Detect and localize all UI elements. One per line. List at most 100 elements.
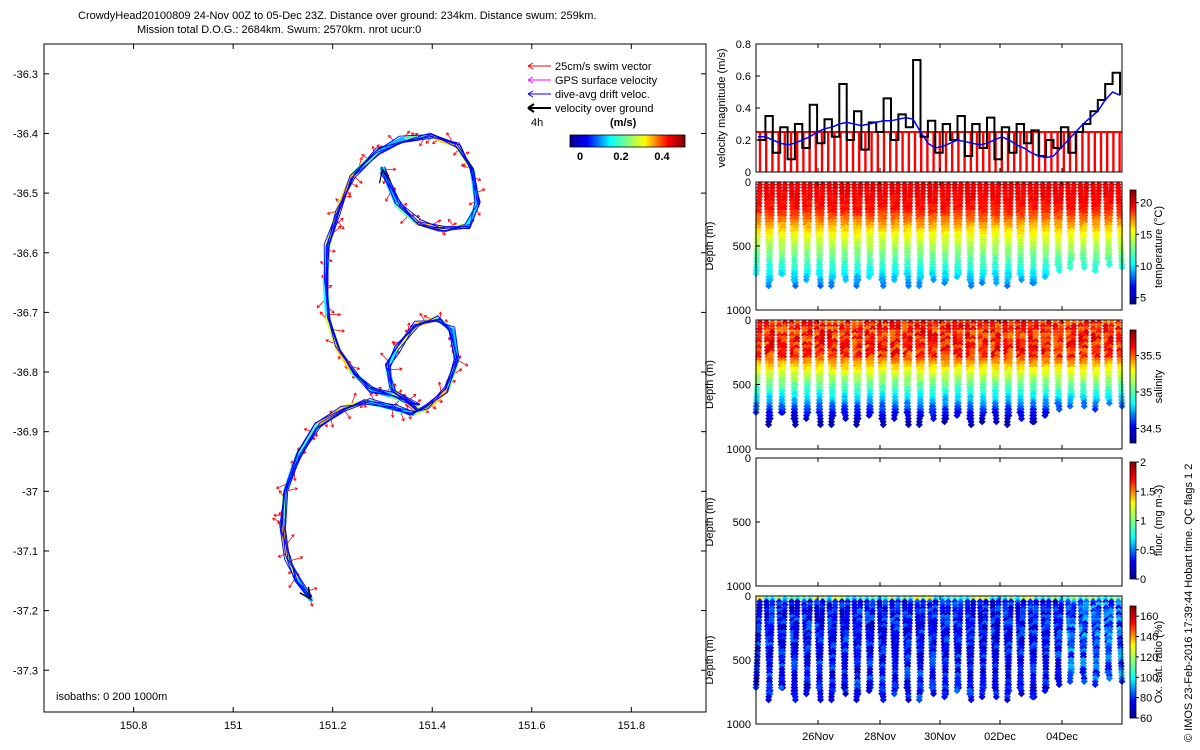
depth-ytick-label: 0 [745, 177, 751, 189]
velocity-series-black [758, 59, 1121, 161]
profile-sample [827, 282, 835, 290]
map-ytick-label: -37.3 [13, 665, 38, 677]
swim-vector-head [331, 310, 335, 314]
swim-vector-head [275, 485, 280, 489]
drift-velocity-strand [279, 137, 480, 598]
profile-sample [1003, 282, 1011, 290]
swim-vector-head [291, 533, 295, 538]
colorbar-tick-label: 0 [1140, 574, 1146, 586]
map-ytick-label: -37 [22, 486, 38, 498]
swim-vector-head [272, 517, 276, 521]
colorbar [1129, 461, 1137, 580]
swim-vector-head [273, 513, 277, 518]
swim-vector-head [325, 339, 329, 343]
swim-vector-head [437, 219, 442, 223]
colorbar-tick-label: 34.5 [1140, 423, 1161, 435]
swim-vector-head [433, 405, 437, 409]
profile-sample [953, 273, 961, 281]
legend-vog-label: velocity over ground [555, 103, 653, 115]
flu-axes-box [755, 457, 1123, 587]
swim-vector-head [465, 151, 470, 155]
profile-sample [890, 276, 898, 284]
swim-vector-head [453, 152, 457, 156]
map-legend: 25cm/s swim vector GPS surface velocity … [527, 61, 686, 163]
swim-vector-head [327, 211, 331, 215]
swim-vector-head [399, 367, 403, 371]
isobaths-label: isobaths: 0 200 1000m [56, 691, 167, 703]
swim-vector-head [406, 130, 410, 134]
legend-swim-arrow [527, 62, 534, 70]
swim-vector-head [310, 603, 314, 607]
swim-vector-head [371, 146, 375, 150]
swim-vector-head [332, 249, 336, 253]
colorbar [1129, 189, 1137, 305]
colorbar-tick-label: 35 [1140, 387, 1152, 399]
swim-vector-head [328, 284, 332, 289]
colorbar-tick-label: 15 [1140, 229, 1152, 241]
speed-colorbar [569, 134, 686, 148]
profile-sample [903, 270, 911, 278]
swim-vector-head [385, 198, 389, 202]
swim-vector-head [419, 312, 423, 317]
swim-vector-head [391, 340, 395, 345]
colorbar-tick-1: 0.2 [613, 151, 628, 163]
legend-drift-label: dive-avg drift veloc. [555, 89, 650, 101]
swim-vector-head [316, 304, 321, 309]
colorbar-label: salinity [1153, 369, 1165, 403]
colorbar-tick-label: 5 [1140, 293, 1146, 305]
swim-vector-head [288, 570, 292, 575]
map-ytick-label: -36.3 [13, 69, 38, 81]
swim-vector-head [437, 381, 442, 385]
swim-vector-head [447, 218, 452, 223]
legend-vog-arrow [527, 103, 535, 113]
velocity-series-blue [758, 91, 1121, 159]
swim-vector-head [425, 140, 430, 144]
swim-vector-head [314, 587, 318, 591]
swim-vector-head [419, 143, 423, 147]
swim-vector-head [329, 258, 333, 262]
profile-sample [791, 282, 799, 290]
swim-vector-head [277, 554, 282, 558]
profile-sample [840, 270, 848, 278]
drift-velocity-strand [282, 136, 481, 597]
swim-vector-head [292, 477, 297, 482]
profile-sample [904, 282, 913, 290]
profile-sample [967, 282, 975, 290]
swim-vector-head [477, 177, 482, 181]
colorbar-tick-label: 2 [1140, 457, 1146, 469]
swim-vector-head [407, 322, 411, 326]
swim-vector-head [401, 418, 405, 422]
map-ytick-label: -36.9 [13, 427, 38, 439]
swim-vector-head [388, 134, 392, 139]
swim-vector-head [288, 584, 292, 589]
map-ytick-label: -37.2 [13, 606, 38, 618]
swim-vector-head [432, 140, 436, 144]
profile-sample [966, 276, 974, 284]
colorbar-label: temperature (°C) [1153, 206, 1165, 288]
depth-ytick-label: 500 [733, 241, 751, 253]
swim-vector-head [299, 556, 304, 560]
legend-drift-arrow [527, 90, 534, 98]
profile-sample [992, 279, 1000, 287]
swim-vector-head [481, 188, 486, 192]
colorbar-title: (m/s) [610, 117, 637, 129]
colorbar-tick-label: 35.5 [1140, 351, 1161, 363]
velocity-ytick-label: 0.6 [736, 71, 751, 83]
legend-time-label: 4h [531, 117, 543, 129]
profile-sample [802, 276, 810, 284]
swim-vector-head [468, 202, 473, 206]
profile-sample [929, 276, 938, 284]
colorbar-label: fluor. (mg m-3) [1153, 485, 1165, 557]
legend-gps-arrow [527, 76, 534, 84]
map-xtick-label: 151 [224, 720, 242, 732]
depth-ytick-label: 500 [733, 517, 751, 529]
map-ytick-label: -36.5 [13, 188, 38, 200]
swim-vector-head [400, 220, 404, 224]
colorbar-tick-label: 10 [1140, 261, 1152, 273]
map-ytick-label: -36.6 [13, 248, 38, 260]
swim-vector-head [423, 315, 427, 319]
